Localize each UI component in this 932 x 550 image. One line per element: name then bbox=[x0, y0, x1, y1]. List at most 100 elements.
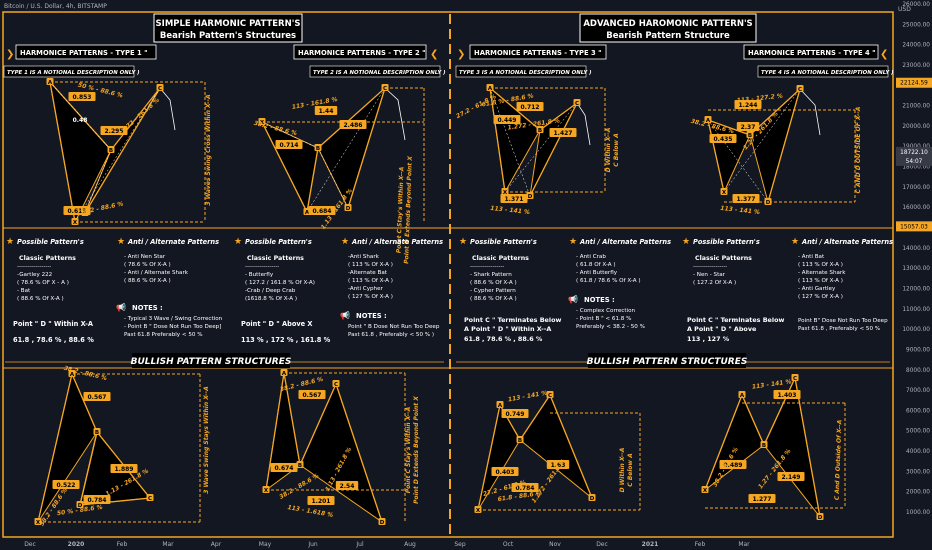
anti-pattern-item: ( 78.6 % Of X-A ) bbox=[124, 262, 171, 268]
type4-note: TYPE 4 IS A NOTIONAL DESCRIPTION ONLY ) bbox=[761, 70, 894, 76]
price-tick: 26000.00 bbox=[902, 2, 930, 8]
point-marker-box bbox=[701, 486, 709, 493]
fib-ratio-box bbox=[734, 100, 762, 109]
point-marker-box bbox=[791, 374, 799, 381]
bullish-left-title-box bbox=[132, 353, 290, 368]
star-icon: ★ bbox=[459, 237, 467, 247]
fib-ratio-label: 0.489 bbox=[724, 462, 743, 469]
price-tick: 14000.00 bbox=[902, 246, 930, 252]
time-tick: Sep bbox=[454, 541, 466, 548]
fib-ratio-box bbox=[110, 464, 138, 473]
point-marker-box bbox=[34, 518, 42, 525]
point-label: A bbox=[305, 210, 310, 216]
point-marker-box bbox=[526, 192, 534, 199]
price-label: 22124.59 bbox=[900, 81, 928, 87]
chevron-right-icon: ❯ bbox=[457, 49, 465, 60]
fib-ratio-label: 2.149 bbox=[782, 474, 801, 481]
possible-patterns-heading: Possible Pattern's bbox=[17, 238, 84, 246]
note-line: Past 61.8 Preferably < 50 % bbox=[124, 332, 203, 338]
point-marker-box bbox=[704, 116, 712, 123]
pattern-list-item: - Shark Pattern bbox=[470, 272, 512, 278]
fib-ratio-label: 1.63 bbox=[551, 462, 566, 469]
anti-pattern-item: -Anti Cypher bbox=[348, 286, 384, 292]
fib-ratio-label: 0.749 bbox=[506, 411, 525, 418]
note-line: Past 61.8 , Preferably < 50 % ) bbox=[348, 332, 434, 338]
price-tick: 16000.00 bbox=[902, 205, 930, 211]
pattern-list-item: - Nen - Star bbox=[693, 272, 726, 278]
price-tick: 3000.00 bbox=[906, 469, 930, 475]
point-d-rule: A Point " D " Within X--A bbox=[464, 325, 551, 333]
point-d-values: 61.8 , 78.6 % , 88.6 % bbox=[13, 336, 94, 344]
anti-pattern-item: ( 127 % Of X-A ) bbox=[348, 294, 393, 300]
fib-ratio-box bbox=[501, 409, 529, 418]
chevron-left-icon: ❮ bbox=[880, 49, 888, 60]
fib-ratio-box bbox=[314, 106, 338, 115]
point-label: B bbox=[538, 128, 542, 134]
current-price-box bbox=[896, 146, 932, 166]
fib-ratio-label: 2.54 bbox=[340, 483, 355, 490]
fib-ratio-box bbox=[777, 472, 805, 481]
point-marker-box bbox=[46, 78, 54, 85]
simple-title-line2: Bearish Pattern's Structures bbox=[160, 31, 296, 41]
price-axis: USD26000.0025000.0024000.0023000.0022000… bbox=[894, 0, 932, 550]
fib-ratio-label: 0.784 bbox=[88, 497, 107, 504]
pattern-list-item: ( 88.6 % Of X-A ) bbox=[17, 296, 64, 302]
star-icon: ★ bbox=[791, 237, 799, 247]
fib-ratio-label: 1.403 bbox=[778, 392, 797, 399]
time-tick: Apr bbox=[211, 541, 222, 548]
point-marker-box bbox=[738, 391, 746, 398]
fib-ratio-label: 0.567 bbox=[303, 392, 322, 399]
fib-ratio-box bbox=[307, 496, 335, 505]
price-label-box bbox=[896, 77, 932, 88]
fib-ratio-box bbox=[516, 102, 544, 111]
pattern1-bearish bbox=[48, 79, 206, 224]
fib-range-label: Point D Extends Beyond Point X bbox=[403, 156, 414, 264]
fib-ratio-label: 0.403 bbox=[496, 469, 515, 476]
pattern-list-item: ----------------- bbox=[17, 264, 51, 270]
pattern-list-item: - Cypher Pattern bbox=[470, 288, 516, 294]
anti-pattern-item: - Anti Gartley bbox=[798, 286, 836, 292]
fib-ratio-label: 1.889 bbox=[115, 466, 134, 473]
fib-ratio-label: 0.48 bbox=[73, 117, 88, 124]
fib-ratio-label: 0.567 bbox=[88, 394, 107, 401]
time-tick: 2020 bbox=[68, 541, 85, 548]
point-marker-box bbox=[378, 518, 386, 525]
anti-pattern-item: ( 113 % Of X-A ) bbox=[348, 278, 393, 284]
point-label: X bbox=[260, 120, 265, 126]
point-marker-box bbox=[71, 218, 79, 225]
point-label: A bbox=[488, 86, 493, 92]
time-tick: Oct bbox=[503, 541, 514, 548]
fib-ratio-box bbox=[736, 122, 760, 131]
fib-ratio-box bbox=[275, 140, 303, 149]
point-marker-box bbox=[332, 380, 340, 387]
classic-patterns-heading: Classic Patterns bbox=[472, 255, 529, 262]
point-d-rule: Point " D " Within X-A bbox=[13, 320, 94, 328]
type4-header: HARMONICE PATTERNS - TYPE 4 " ❮ TYPE 4 I… bbox=[743, 44, 894, 78]
price-tick: 18000.00 bbox=[902, 165, 930, 171]
price-tick: 5000.00 bbox=[906, 429, 930, 435]
fib-ratio-label: 1.377 bbox=[737, 196, 756, 203]
price-tick: 10000.00 bbox=[902, 327, 930, 333]
point-marker-box bbox=[501, 188, 509, 195]
fib-ratio-label: 2.37 bbox=[741, 124, 756, 131]
point-label: X bbox=[722, 190, 727, 196]
fib-ratio-label: 0.684 bbox=[313, 208, 332, 215]
pattern-list-item: ----------------- bbox=[693, 264, 727, 270]
note-line: Preferably < 38.2 - 50 % bbox=[576, 324, 645, 330]
point-label: D bbox=[528, 194, 533, 200]
advanced-title-box bbox=[579, 13, 757, 43]
anti-pattern-item: -Alternate Bat bbox=[348, 270, 388, 276]
fib-ratio-box bbox=[298, 390, 326, 399]
bullish-pattern2 bbox=[265, 372, 406, 524]
fib-range-label: 113 - 141 % bbox=[720, 205, 760, 216]
time-tick: Jun bbox=[307, 541, 318, 548]
fib-range-label: Point C Stay's Within X--A bbox=[395, 166, 405, 253]
point-label: B bbox=[518, 438, 522, 444]
anti-pattern-item: ( 113 % Of X-A ) bbox=[798, 262, 843, 268]
fib-ratio-label: 2.295 bbox=[105, 128, 124, 135]
price-tick: 4000.00 bbox=[906, 449, 930, 455]
price-label: 15057.03 bbox=[900, 224, 928, 230]
type3-title: HARMONICE PATTERNS - TYPE 3 " bbox=[474, 49, 602, 57]
fib-range-label: C And D Outside Of X--A bbox=[834, 419, 844, 500]
point-marker-box bbox=[816, 513, 824, 520]
